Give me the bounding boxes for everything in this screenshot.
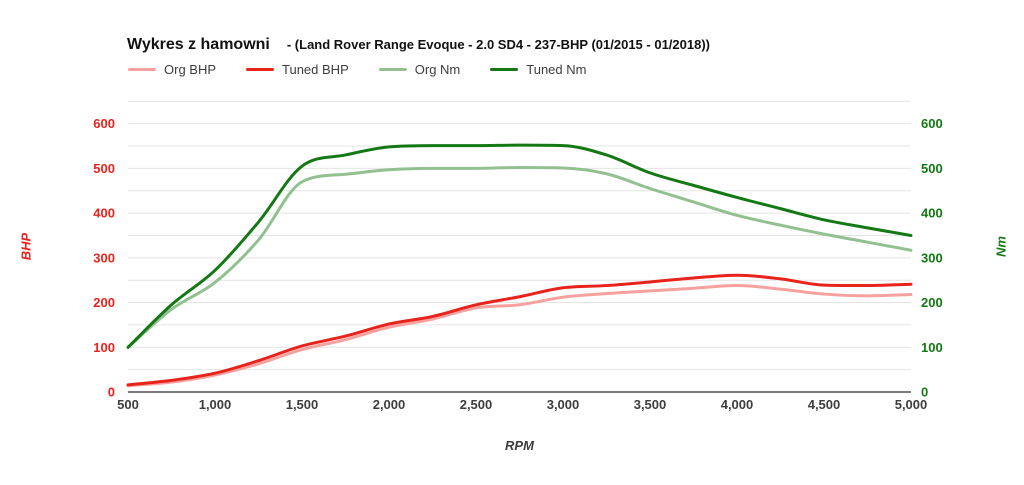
legend-swatch xyxy=(378,68,407,71)
legend-item-tuned-bhp: Tuned BHP xyxy=(246,62,349,77)
x-tick-5000: 5,000 xyxy=(895,397,928,412)
curve-tuned-bhp xyxy=(126,273,913,387)
x-axis-title-rpm: RPM xyxy=(505,438,534,453)
x-tick-3500: 3,500 xyxy=(634,397,667,412)
legend-item-tuned-nm: Tuned Nm xyxy=(490,62,586,77)
y-tick-left-400: 400 xyxy=(93,206,115,221)
y-axis-title-nm: Nm xyxy=(993,236,1009,257)
y-tick-right-600: 600 xyxy=(921,116,943,131)
y-tick-left-500: 500 xyxy=(93,161,115,176)
x-tick-2000: 2,000 xyxy=(373,397,406,412)
y-tick-right-100: 100 xyxy=(921,340,943,355)
y-tick-right-300: 300 xyxy=(921,250,943,265)
x-tick-1500: 1,500 xyxy=(286,397,319,412)
y-axis-title-bhp: BHP xyxy=(18,232,34,261)
x-tick-500: 500 xyxy=(117,397,139,412)
x-tick-3000: 3,000 xyxy=(547,397,580,412)
y-tick-left-200: 200 xyxy=(93,295,115,310)
y-tick-right-500: 500 xyxy=(921,161,943,176)
legend-swatch xyxy=(128,68,156,71)
y-tick-right-400: 400 xyxy=(921,206,943,221)
curve-tuned-nm xyxy=(126,143,913,349)
y-tick-left-100: 100 xyxy=(93,340,115,355)
legend-item-org-bhp: Org BHP xyxy=(128,62,216,77)
legend-label: Org BHP xyxy=(164,62,217,77)
legend-label: Org Nm xyxy=(414,62,461,77)
curve-org-nm xyxy=(126,165,913,349)
y-tick-left-300: 300 xyxy=(93,250,115,265)
chart-title: Wykres z hamowni - (Land Rover Range Evoq… xyxy=(127,36,710,54)
y-tick-left-0: 0 xyxy=(108,385,115,400)
legend-item-org-nm: Org Nm xyxy=(378,62,461,77)
curve-org-bhp xyxy=(126,284,913,388)
x-tick-2500: 2,500 xyxy=(460,397,493,412)
y-tick-left-600: 600 xyxy=(93,116,115,131)
chart-title-main: Wykres z hamowni xyxy=(127,36,270,53)
legend-swatch xyxy=(490,68,519,71)
legend-label: Tuned Nm xyxy=(526,62,587,77)
legend-label: Tuned BHP xyxy=(282,62,349,77)
chart-legend: Org BHP Tuned BHP Org Nm Tuned Nm xyxy=(128,62,586,77)
x-tick-1000: 1,000 xyxy=(199,397,232,412)
x-tick-4500: 4,500 xyxy=(808,397,841,412)
x-tick-4000: 4,000 xyxy=(721,397,754,412)
chart-title-sub: - (Land Rover Range Evoque - 2.0 SD4 - 2… xyxy=(286,37,710,52)
y-tick-right-200: 200 xyxy=(921,295,943,310)
legend-swatch xyxy=(246,68,275,71)
y-tick-right-0: 0 xyxy=(921,385,928,400)
